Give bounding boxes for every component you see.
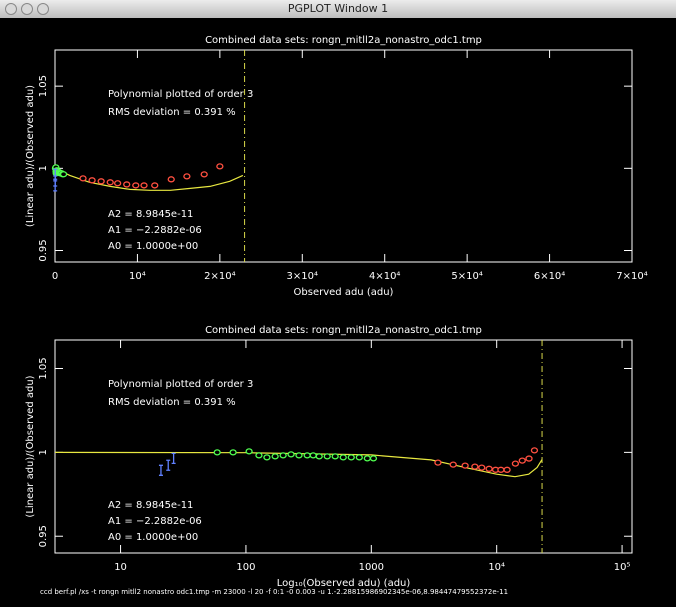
data-point — [53, 168, 58, 180]
y-tick-label: 0.95 — [38, 239, 49, 261]
data-point — [200, 171, 208, 178]
data-point — [279, 452, 287, 459]
y-tick-label: 1.05 — [38, 357, 49, 379]
data-point — [331, 453, 339, 460]
data-point — [315, 453, 323, 460]
x-axis-label: Log₁₀(Observed adu) (adu) — [277, 578, 411, 589]
data-point — [245, 448, 253, 455]
data-point — [271, 453, 279, 460]
data-point — [503, 466, 511, 473]
x-tick-label: 3×10⁴ — [287, 271, 318, 282]
data-point — [434, 459, 442, 466]
data-point — [140, 182, 148, 189]
x-tick-label: 100 — [236, 562, 255, 573]
data-point — [106, 179, 114, 186]
data-point — [79, 175, 87, 182]
data-point — [339, 454, 347, 461]
data-point — [216, 163, 224, 170]
data-point — [97, 178, 105, 185]
x-tick-label: 4×10⁴ — [369, 271, 400, 282]
data-point — [369, 455, 378, 462]
chart-title: Combined data sets: rongn_mitll2a_nonast… — [205, 35, 482, 46]
annotation: A2 = 8.9845e-11 — [108, 500, 193, 511]
x-tick-label: 10 — [114, 562, 127, 573]
data-point — [171, 452, 176, 465]
annotation: Polynomial plotted of order 3 — [108, 379, 253, 390]
x-tick-label: 10⁵ — [614, 562, 631, 573]
annotation: RMS deviation = 0.391 % — [108, 107, 236, 118]
minimize-button[interactable] — [21, 3, 33, 15]
annotation: A2 = 8.9845e-11 — [108, 209, 193, 220]
command-line: ccd berf.pl /xs -t rongn mitll2 nonastro… — [40, 588, 508, 596]
plot: Combined data sets: rongn_mitll2a_nonast… — [25, 35, 648, 298]
x-tick-label: 1000 — [359, 562, 384, 573]
x-tick-label: 10⁴ — [488, 562, 505, 573]
chart-title: Combined data sets: rongn_mitll2a_nonast… — [205, 325, 482, 336]
annotation: A1 = −2.2882e-06 — [108, 516, 202, 527]
data-point — [347, 454, 355, 461]
data-point — [485, 465, 493, 472]
close-button[interactable] — [5, 3, 17, 15]
data-point — [88, 177, 96, 184]
y-tick-label: 1 — [38, 449, 49, 455]
y-tick-label: 1 — [38, 165, 49, 171]
data-point — [471, 463, 479, 470]
data-point — [132, 182, 140, 189]
data-point — [263, 454, 271, 461]
data-point — [151, 182, 159, 189]
x-tick-label: 10⁴ — [129, 271, 146, 282]
annotation: A0 = 1.0000e+00 — [108, 532, 198, 543]
data-point — [158, 464, 163, 476]
data-point — [229, 449, 237, 456]
x-axis-label: Observed adu (adu) — [294, 287, 394, 298]
data-point — [123, 181, 131, 188]
title-bar — [0, 0, 676, 18]
y-axis-label: (Linear adu)/(Observed adu) — [25, 85, 36, 227]
data-point — [166, 459, 171, 471]
y-tick-label: 1.05 — [38, 75, 49, 97]
plot-frame — [54, 339, 633, 554]
plot-frame — [54, 49, 633, 263]
y-axis-label: (Linear adu)/(Observed adu) — [25, 375, 36, 517]
data-point — [363, 455, 371, 462]
data-point — [213, 449, 221, 456]
data-point — [295, 452, 303, 459]
data-point — [530, 447, 539, 454]
annotation: A1 = −2.2882e-06 — [108, 225, 202, 236]
data-point — [255, 452, 263, 459]
x-tick-label: 0 — [52, 271, 58, 282]
zoom-button[interactable] — [37, 3, 49, 15]
window-title: PGPLOT Window 1 — [288, 2, 388, 15]
annotation: A0 = 1.0000e+00 — [108, 241, 198, 252]
data-point — [303, 452, 311, 459]
data-point — [449, 461, 457, 468]
data-point — [518, 457, 526, 464]
x-tick-label: 5×10⁴ — [451, 271, 482, 282]
y-tick-label: 0.95 — [38, 525, 49, 547]
data-point — [525, 455, 533, 462]
data-point — [478, 464, 486, 471]
data-point — [113, 180, 122, 187]
annotation: Polynomial plotted of order 3 — [108, 89, 253, 100]
data-point — [167, 176, 175, 183]
data-point — [497, 466, 505, 473]
data-point — [323, 453, 331, 460]
data-point — [287, 451, 295, 458]
data-point — [59, 171, 68, 178]
x-tick-label: 2×10⁴ — [204, 271, 235, 282]
data-point — [461, 462, 469, 469]
data-point — [355, 454, 363, 461]
data-point — [183, 173, 191, 180]
annotation: RMS deviation = 0.391 % — [108, 397, 236, 408]
plot: Combined data sets: rongn_mitll2a_nonast… — [25, 325, 633, 589]
x-tick-label: 6×10⁴ — [534, 271, 565, 282]
data-point — [309, 452, 317, 459]
x-tick-label: 7×10⁴ — [616, 271, 647, 282]
data-point — [511, 460, 520, 467]
